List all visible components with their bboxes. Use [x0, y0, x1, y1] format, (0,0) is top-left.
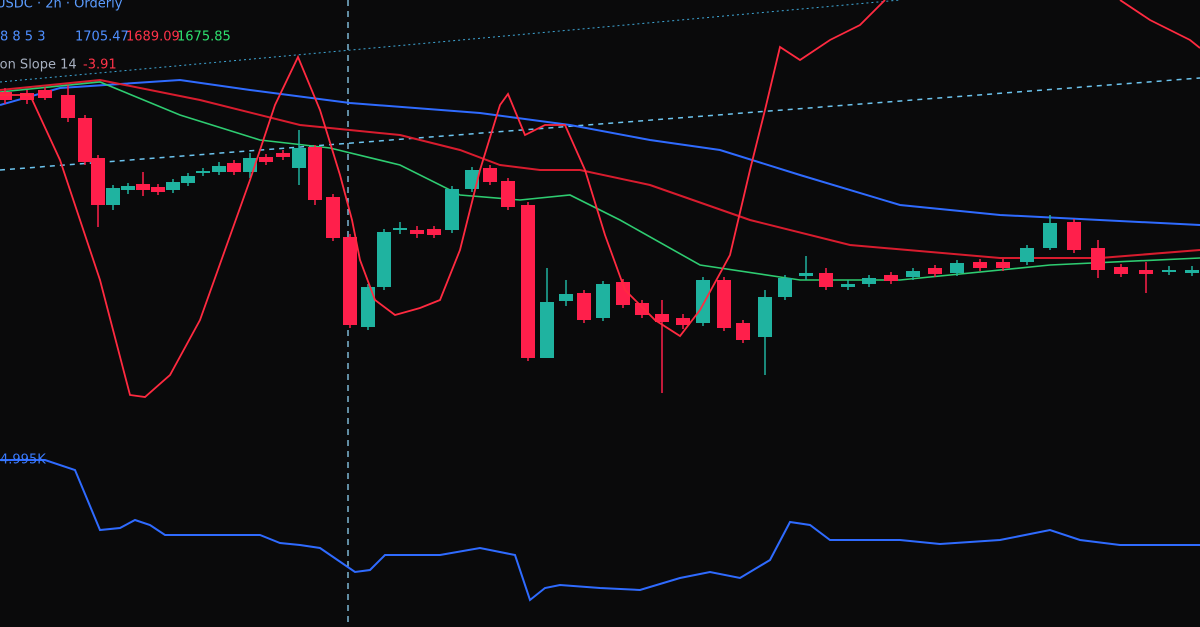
candle-body — [136, 184, 150, 190]
candle-body — [361, 287, 375, 327]
candle-body — [308, 147, 322, 200]
candle-body — [906, 271, 920, 277]
ma-line — [0, 78, 1200, 259]
candle-body — [445, 189, 459, 230]
candle-body — [819, 273, 833, 287]
candle-body — [393, 228, 407, 230]
candle-body — [736, 323, 750, 340]
indicator-name: ion Slope 14 — [0, 58, 77, 73]
candles — [0, 85, 1199, 393]
candle-body — [292, 148, 306, 168]
candle-body — [655, 314, 669, 322]
candle-body — [501, 181, 515, 207]
candle-body — [696, 280, 710, 323]
candle-body — [377, 232, 391, 287]
candle-body — [276, 153, 290, 157]
candle-body — [758, 297, 772, 337]
candle-body — [427, 229, 441, 235]
candle-body — [343, 237, 357, 325]
candle-body — [928, 268, 942, 274]
candle-body — [1020, 248, 1034, 262]
candle-body — [326, 197, 340, 238]
candle-body — [151, 187, 165, 192]
oscillator-line — [1119, 0, 1200, 49]
candle-body — [38, 90, 52, 98]
candle-body — [166, 182, 180, 190]
candle-body — [20, 93, 34, 100]
candle-body — [1185, 270, 1199, 273]
candle-body — [778, 278, 792, 297]
candle-body — [61, 95, 75, 118]
volume-value: 4.995K — [0, 453, 46, 468]
ohlc-high: 1705.47 — [75, 30, 129, 45]
candle-body — [559, 294, 573, 301]
candle-body — [483, 168, 497, 182]
candle-body — [1067, 222, 1081, 250]
candle-body — [799, 273, 813, 276]
candle-body — [91, 158, 105, 205]
oscillator-line — [0, 0, 886, 398]
candle-body — [1162, 270, 1176, 272]
indicator-value: -3.91 — [83, 58, 117, 73]
candle-body — [577, 293, 591, 320]
candle-body — [596, 284, 610, 318]
candle-body — [841, 284, 855, 287]
candle-body — [227, 163, 241, 172]
ohlc-low: 1689.09 — [126, 30, 180, 45]
symbol-title: USDC · 2h · Orderly — [0, 0, 123, 12]
ohlc-close: 1675.85 — [177, 30, 231, 45]
candle-body — [1114, 267, 1128, 274]
candle-body — [212, 166, 226, 172]
candle-body — [540, 302, 554, 358]
candle-body — [521, 205, 535, 358]
candle-body — [78, 118, 92, 162]
candle-body — [950, 263, 964, 273]
candle-body — [410, 230, 424, 234]
candle-body — [259, 157, 273, 162]
candle-body — [181, 176, 195, 183]
trend-line — [0, 77, 1200, 171]
candle-body — [1091, 248, 1105, 270]
candle-body — [676, 318, 690, 325]
candle-body — [635, 303, 649, 315]
candle-body — [1139, 270, 1153, 274]
candle-body — [616, 282, 630, 305]
candle-body — [884, 275, 898, 281]
candle-body — [1043, 223, 1057, 248]
volume-line — [0, 459, 1200, 602]
ma-line — [0, 78, 1200, 226]
candle-body — [196, 171, 210, 173]
trend-line — [0, 0, 901, 83]
candle-body — [862, 278, 876, 284]
candle-body — [465, 170, 479, 189]
candle-body — [106, 188, 120, 205]
ohlc-open: 8 8 5 3 — [0, 30, 45, 45]
candle-body — [121, 186, 135, 190]
candle-body — [996, 262, 1010, 268]
candle-body — [717, 280, 731, 328]
candle-body — [973, 262, 987, 268]
candle-body — [0, 92, 12, 100]
